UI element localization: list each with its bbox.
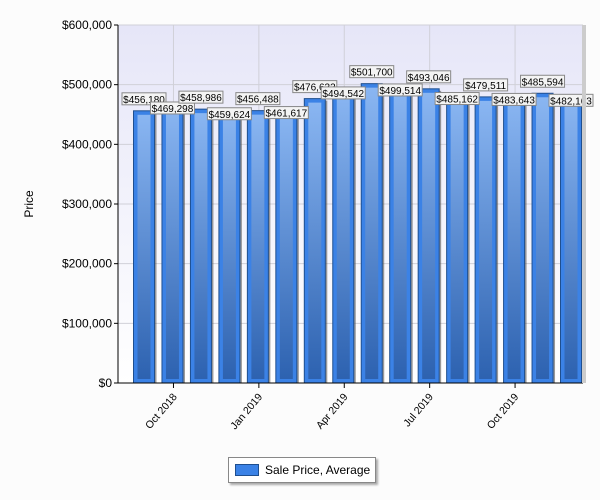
bar-inner [308, 102, 322, 379]
y-tick-label: $500,000 [62, 78, 112, 92]
data-label-box [406, 70, 452, 84]
x-tick-label: Jan 2019 [228, 391, 265, 432]
data-label: $458,986 [180, 93, 222, 104]
data-label: $459,624 [209, 110, 251, 121]
x-tick-label: Jul 2019 [401, 391, 436, 429]
data-label: $482,163 [550, 96, 592, 107]
bar-inner [536, 97, 550, 380]
legend-swatch [235, 464, 259, 476]
data-label: $461,617 [265, 109, 307, 120]
legend: Sale Price, Average [228, 457, 376, 483]
bar-inner [365, 87, 379, 379]
data-label-box [434, 92, 480, 106]
bar-inner [393, 88, 407, 379]
bar-inner [336, 91, 350, 379]
data-label-box [149, 101, 195, 115]
data-label: $479,511 [465, 81, 506, 92]
bar-inner [279, 111, 293, 380]
y-tick-label: $600,000 [62, 18, 112, 32]
data-label-box [463, 78, 509, 92]
data-label-box [263, 106, 309, 120]
y-tick-label: $300,000 [62, 197, 112, 211]
y-tick-label: $400,000 [62, 137, 112, 151]
data-label: $456,488 [237, 95, 279, 106]
data-label: $469,298 [152, 104, 194, 115]
data-label-box [491, 92, 537, 106]
y-tick-label: $200,000 [62, 257, 112, 271]
data-label: $456,180 [123, 95, 165, 106]
data-label-box [235, 92, 281, 106]
data-label-box [377, 83, 423, 97]
bar-inner [479, 100, 493, 379]
data-label: $493,046 [408, 73, 450, 84]
bar-inner [222, 112, 236, 379]
y-tick-label: $0 [99, 376, 113, 390]
y-axis-label: Price [22, 190, 36, 218]
data-label: $499,514 [379, 86, 421, 97]
data-label-box [178, 90, 224, 104]
y-tick-label: $100,000 [62, 316, 112, 330]
bar-inner [165, 106, 179, 379]
data-label: $483,643 [493, 95, 535, 106]
bar-inner [194, 113, 208, 379]
data-label-box [206, 107, 252, 121]
x-tick-label: Oct 2018 [143, 391, 180, 431]
legend-label: Sale Price, Average [265, 463, 371, 477]
x-tick-label: Oct 2019 [485, 391, 522, 431]
data-label: $485,162 [436, 95, 478, 106]
bar-inner [251, 114, 265, 379]
data-label: $501,700 [351, 68, 393, 79]
data-label: $494,542 [322, 89, 364, 100]
x-tick-label: Apr 2019 [314, 391, 351, 431]
data-label-box [320, 86, 366, 100]
bar-inner [422, 92, 436, 379]
bar-inner [507, 98, 521, 380]
data-label-box [520, 74, 566, 88]
data-label-box [349, 65, 395, 79]
bar-inner [450, 97, 464, 379]
bar-inner [564, 99, 578, 379]
data-label: $485,594 [522, 77, 564, 88]
bar-inner [137, 114, 151, 380]
data-label: $476,633 [294, 83, 336, 94]
